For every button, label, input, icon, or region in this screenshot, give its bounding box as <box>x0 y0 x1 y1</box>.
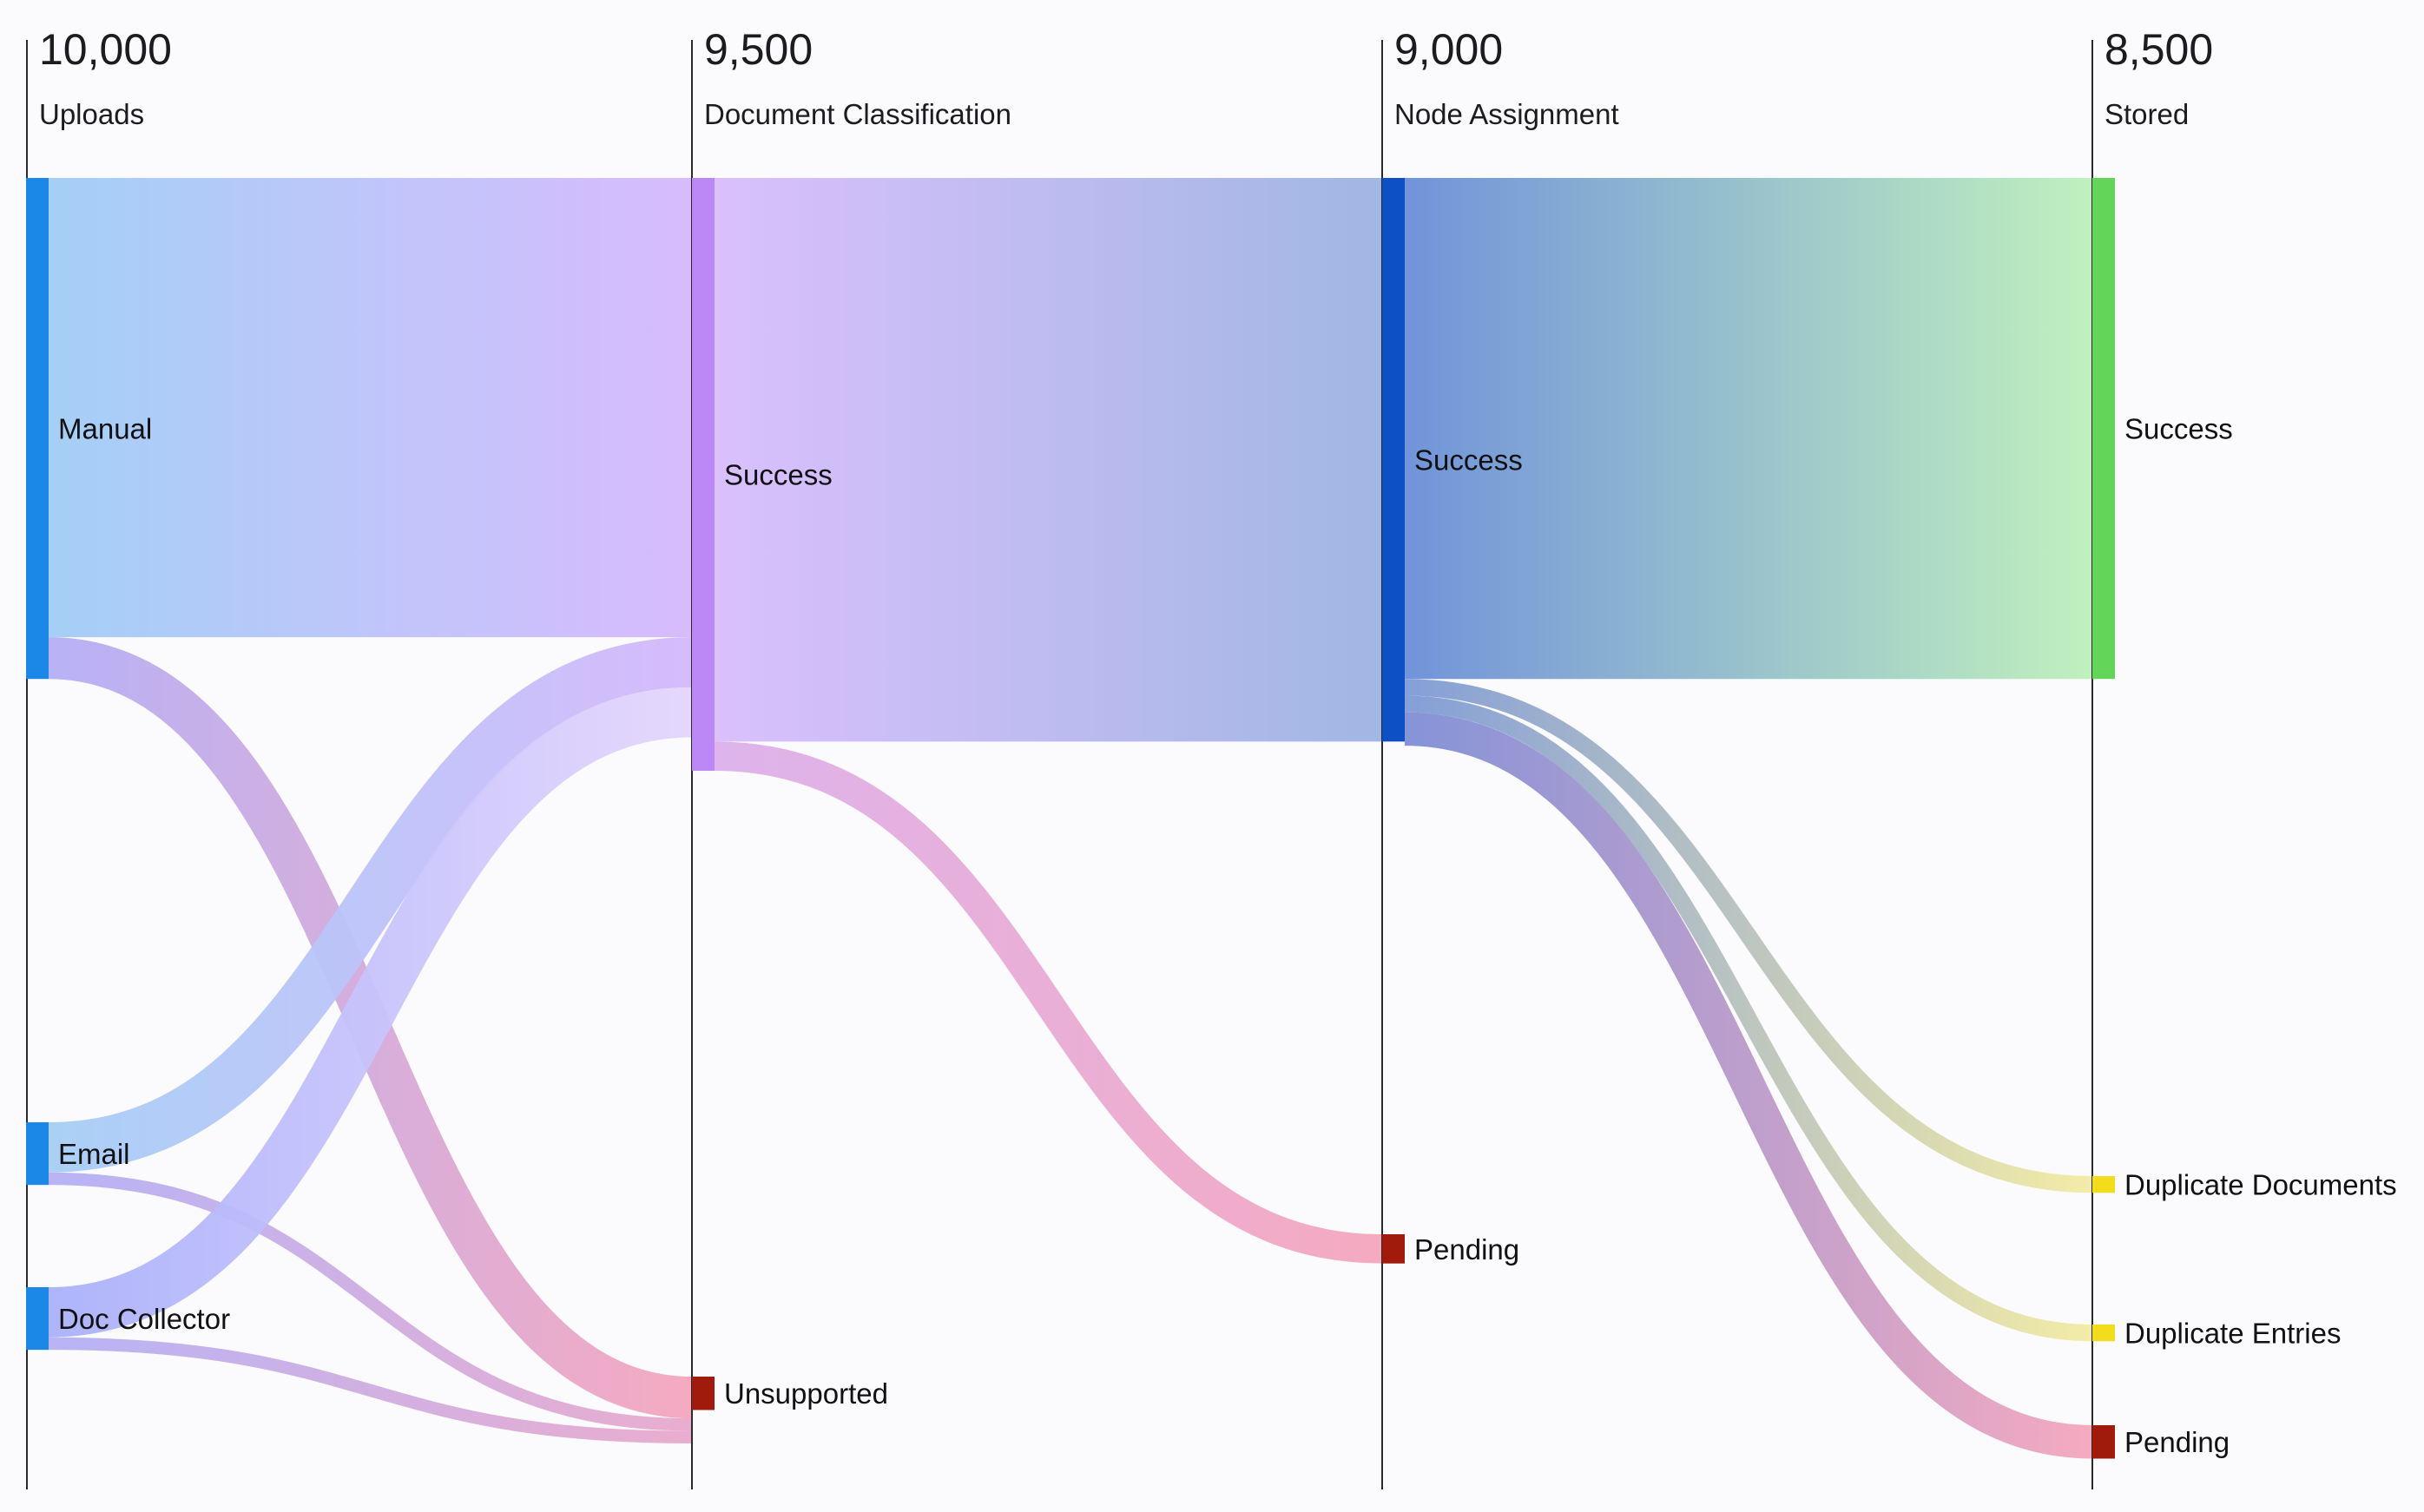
node-label-cls_success: Success <box>724 459 833 491</box>
node-st_success[interactable] <box>2092 178 2115 680</box>
node-labels: Manual Email Doc Collector Success Unsupport… <box>58 413 2397 1459</box>
node-label-na_pending: Pending <box>1414 1233 1519 1265</box>
node-label-doccollector: Doc Collector <box>58 1303 230 1335</box>
stage-headers: 10,000 Uploads 9,500 Document Classificatio… <box>39 25 2213 130</box>
node-cls_success[interactable] <box>692 178 715 772</box>
stage-name-2: Node Assignment <box>1394 98 1619 130</box>
stage-total-2: 9,000 <box>1394 25 1503 74</box>
node-na_success[interactable] <box>1382 178 1405 742</box>
stage-total-3: 8,500 <box>2105 25 2213 74</box>
node-label-st_dupdocs: Duplicate Documents <box>2124 1169 2397 1201</box>
stage-name-3: Stored <box>2105 98 2189 130</box>
node-st_pending[interactable] <box>2092 1425 2115 1459</box>
node-na_pending[interactable] <box>1382 1234 1405 1264</box>
node-label-cls_unsupported: Unsupported <box>724 1377 888 1410</box>
link-email-to-cls_success[interactable] <box>48 637 693 1173</box>
link-cls_success-to-na_pending[interactable] <box>714 741 1383 1264</box>
node-label-st_pending: Pending <box>2124 1426 2230 1458</box>
stage-name-0: Uploads <box>39 98 144 130</box>
node-label-email: Email <box>58 1138 130 1170</box>
link-doccollector-to-cls_unsupported[interactable] <box>48 1337 693 1443</box>
stage-name-1: Document Classification <box>704 98 1011 130</box>
sankey-nodes <box>26 178 2115 1459</box>
node-label-manual: Manual <box>58 413 152 445</box>
link-doccollector-to-cls_success[interactable] <box>48 687 693 1338</box>
sankey-links <box>48 177 2093 1459</box>
node-label-na_success: Success <box>1414 444 1523 477</box>
node-cls_unsupported[interactable] <box>692 1377 715 1410</box>
link-na_success-to-st_dupentries[interactable] <box>1404 695 2093 1342</box>
node-email[interactable] <box>26 1122 49 1186</box>
stage-total-0: 10,000 <box>39 25 172 74</box>
node-manual[interactable] <box>26 178 49 680</box>
link-email-to-cls_unsupported[interactable] <box>48 1172 693 1431</box>
node-label-st_dupentries: Duplicate Entries <box>2124 1318 2341 1350</box>
stage-total-1: 9,500 <box>704 25 813 74</box>
link-na_success-to-st_pending[interactable] <box>1404 712 2093 1459</box>
node-doccollector[interactable] <box>26 1287 49 1351</box>
node-st_dupdocs[interactable] <box>2092 1176 2115 1193</box>
link-na_success-to-st_dupdocs[interactable] <box>1404 679 2093 1193</box>
node-label-st_success: Success <box>2124 413 2233 445</box>
node-st_dupentries[interactable] <box>2092 1325 2115 1342</box>
